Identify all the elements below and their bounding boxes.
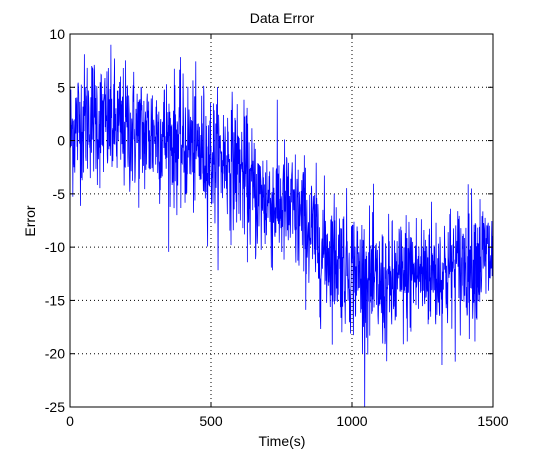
y-tick-label: 10 [49, 26, 65, 42]
plot-frame [69, 33, 494, 408]
x-tick-label: 1000 [336, 413, 367, 429]
y-tick-label: 5 [57, 79, 65, 95]
data-series [69, 44, 494, 407]
x-axis-label: Time(s) [259, 433, 306, 449]
error-series-line [69, 44, 494, 407]
y-tick-label: -15 [45, 292, 65, 308]
y-tick-label: -25 [45, 399, 65, 415]
x-tick-label: 500 [199, 413, 223, 429]
axis-ticks: 0 500 1000 1500 -25 -20 -15 -10 -5 0 5 10 [45, 26, 509, 429]
x-tick-label: 0 [66, 413, 74, 429]
x-tick-label: 1500 [477, 413, 508, 429]
y-tick-label: -20 [45, 346, 65, 362]
chart-title: Data Error [250, 10, 315, 26]
y-tick-label: 0 [57, 133, 65, 149]
y-tick-label: -10 [45, 239, 65, 255]
y-tick-label: -5 [53, 186, 66, 202]
y-axis-label: Error [22, 205, 38, 236]
